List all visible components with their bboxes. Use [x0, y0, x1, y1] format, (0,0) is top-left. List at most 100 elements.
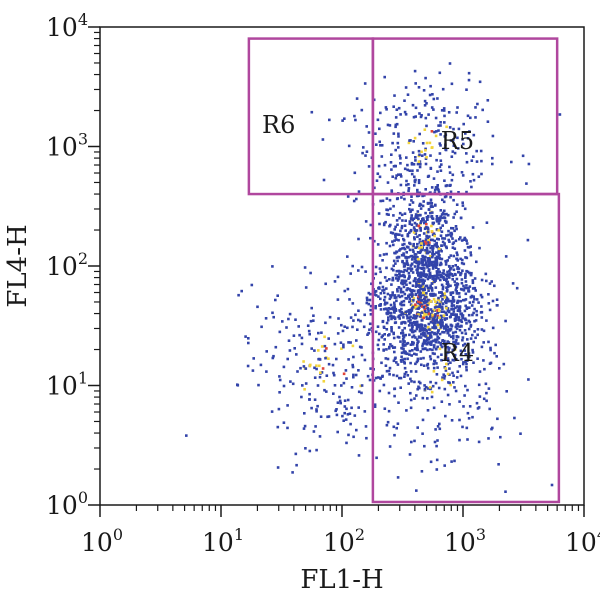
event-dot — [435, 373, 439, 376]
event-dot — [435, 347, 438, 351]
event-dot — [447, 111, 451, 114]
event-dot — [343, 405, 347, 408]
event-dot — [410, 195, 413, 198]
event-dot — [408, 316, 411, 320]
event-dot — [416, 242, 419, 246]
event-dot — [315, 448, 318, 452]
event-dot — [439, 314, 443, 318]
event-dot — [406, 263, 410, 267]
event-dot — [432, 317, 436, 321]
event-dot — [453, 386, 456, 389]
event-dot — [424, 149, 427, 152]
event-dot — [418, 301, 422, 304]
event-dot — [246, 364, 250, 368]
event-dot — [461, 317, 464, 320]
event-dot — [444, 148, 447, 151]
event-dot — [459, 216, 463, 220]
event-dot — [409, 217, 413, 221]
event-dot — [451, 246, 455, 249]
event-dot — [426, 243, 429, 247]
event-dot — [430, 282, 434, 285]
event-dot — [443, 317, 447, 320]
event-dot — [425, 222, 428, 226]
event-dot — [428, 276, 432, 279]
event-dot — [475, 309, 478, 313]
event-dot — [472, 155, 475, 158]
event-dot — [412, 231, 416, 234]
event-dot — [424, 242, 428, 245]
event-dot — [455, 257, 459, 261]
event-dot — [461, 174, 465, 177]
event-dot — [449, 195, 452, 199]
event-dot — [317, 357, 320, 361]
event-dot — [464, 360, 467, 364]
event-dot — [452, 337, 455, 340]
event-dot — [427, 214, 430, 218]
event-dot — [374, 306, 377, 310]
event-dot — [425, 156, 428, 159]
event-dot — [427, 262, 431, 266]
event-dot — [406, 316, 410, 319]
event-dot — [350, 386, 354, 389]
event-dot — [456, 335, 460, 339]
event-dot — [461, 425, 464, 429]
event-dot — [359, 384, 362, 388]
event-dot — [436, 314, 440, 318]
event-dot — [367, 131, 371, 134]
event-dot — [435, 218, 438, 221]
event-dot — [378, 267, 382, 270]
event-dot — [458, 237, 461, 241]
event-dot — [439, 343, 443, 346]
event-dot — [338, 399, 342, 403]
event-dot — [424, 325, 427, 328]
event-dot — [424, 116, 428, 120]
event-dot — [378, 127, 381, 131]
event-dot — [400, 281, 403, 285]
event-dot — [383, 295, 387, 299]
event-dot — [445, 329, 448, 332]
event-dot — [412, 316, 415, 320]
event-dot — [398, 211, 402, 215]
event-dot — [443, 179, 446, 182]
event-dot — [426, 364, 429, 367]
event-dot — [461, 336, 465, 339]
event-dot — [435, 263, 439, 267]
event-dot — [435, 270, 439, 273]
event-dot — [466, 355, 470, 359]
event-dot — [461, 269, 464, 272]
event-dot — [377, 347, 380, 351]
event-dot — [437, 268, 440, 271]
event-dot — [461, 258, 464, 262]
event-dot — [399, 376, 403, 380]
event-dot — [430, 275, 433, 278]
event-dot — [493, 284, 496, 288]
event-dot — [491, 156, 494, 160]
event-dot — [351, 365, 355, 369]
event-dot — [424, 240, 427, 243]
event-dot — [392, 359, 396, 363]
event-dot — [429, 334, 433, 337]
event-dot — [431, 93, 434, 96]
event-dot — [410, 199, 413, 202]
event-dot — [435, 215, 439, 218]
event-dot — [322, 178, 326, 182]
event-dot — [451, 274, 455, 278]
event-dot — [468, 405, 472, 408]
event-dot — [425, 329, 429, 333]
event-dot — [425, 291, 428, 295]
event-dot — [433, 306, 437, 309]
event-dot — [435, 305, 438, 309]
event-dot — [426, 266, 429, 269]
event-dot — [449, 272, 452, 275]
event-dot — [451, 278, 454, 281]
event-dot — [435, 228, 439, 231]
event-dot — [471, 281, 475, 285]
event-dot — [430, 224, 433, 228]
event-dot — [358, 345, 362, 349]
event-dot — [387, 316, 390, 319]
event-dot — [402, 285, 406, 289]
event-dot — [476, 357, 479, 360]
event-dot — [454, 314, 458, 318]
event-dot — [414, 213, 418, 216]
event-dot — [445, 301, 448, 305]
